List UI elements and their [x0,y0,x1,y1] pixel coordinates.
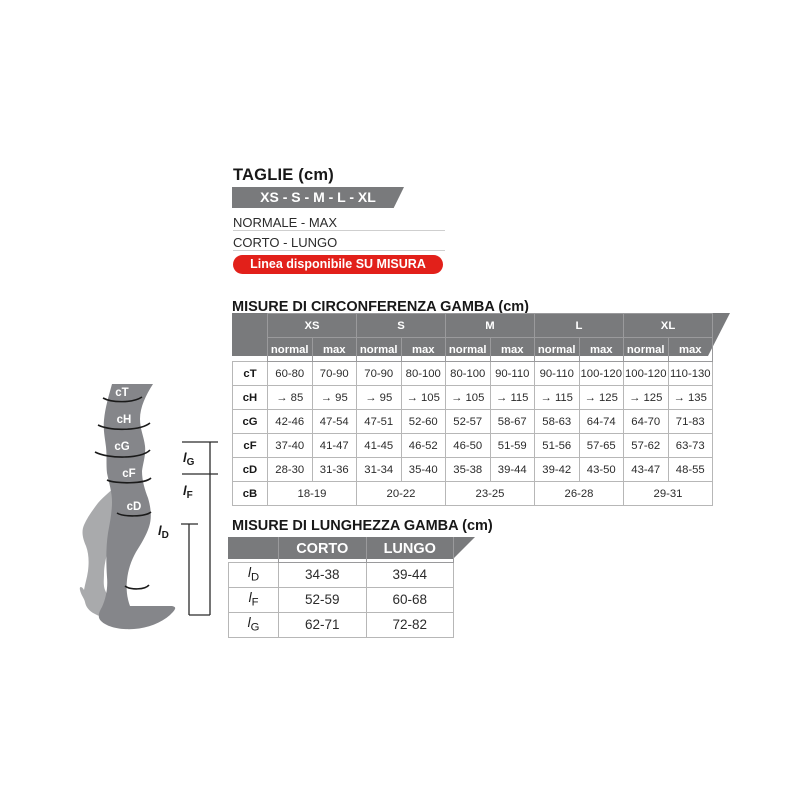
svg-text:cG: cG [114,441,129,453]
svg-text:cT: cT [115,387,128,399]
svg-text:cD: cD [127,501,142,513]
svg-text:cF: cF [122,468,135,480]
svg-text:lD: lD [158,523,169,541]
svg-text:cH: cH [117,414,132,426]
svg-text:lF: lF [183,483,193,501]
svg-text:cB: cB [130,574,145,586]
svg-text:lG: lG [183,450,195,468]
